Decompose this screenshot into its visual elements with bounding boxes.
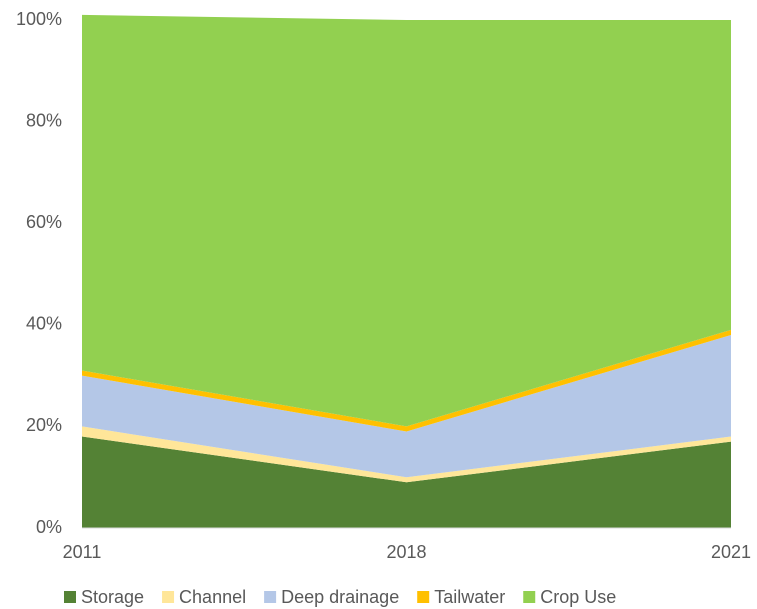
legend-swatch xyxy=(162,591,175,603)
y-tick-label: 60% xyxy=(26,212,62,232)
y-tick-label: 0% xyxy=(36,517,62,537)
legend-label: Deep drainage xyxy=(281,587,399,607)
x-tick-label: 2018 xyxy=(386,542,426,562)
area xyxy=(82,14,731,427)
y-tick-label: 20% xyxy=(26,415,62,435)
legend-label: Channel xyxy=(179,587,246,607)
y-tick-label: 100% xyxy=(16,9,62,29)
legend-label: Storage xyxy=(81,587,144,607)
legend-label: Crop Use xyxy=(540,587,616,607)
legend-label: Tailwater xyxy=(434,587,505,607)
x-tick-label: 2021 xyxy=(711,542,751,562)
area xyxy=(82,334,731,478)
legend-swatch xyxy=(64,591,76,603)
y-tick-label: 80% xyxy=(26,110,62,130)
legend-swatch xyxy=(417,591,430,603)
legend-swatch xyxy=(523,591,536,603)
legend-swatch xyxy=(264,591,277,603)
area xyxy=(82,426,731,483)
x-tick-label: 2011 xyxy=(63,542,102,562)
y-tick-label: 40% xyxy=(26,314,62,334)
